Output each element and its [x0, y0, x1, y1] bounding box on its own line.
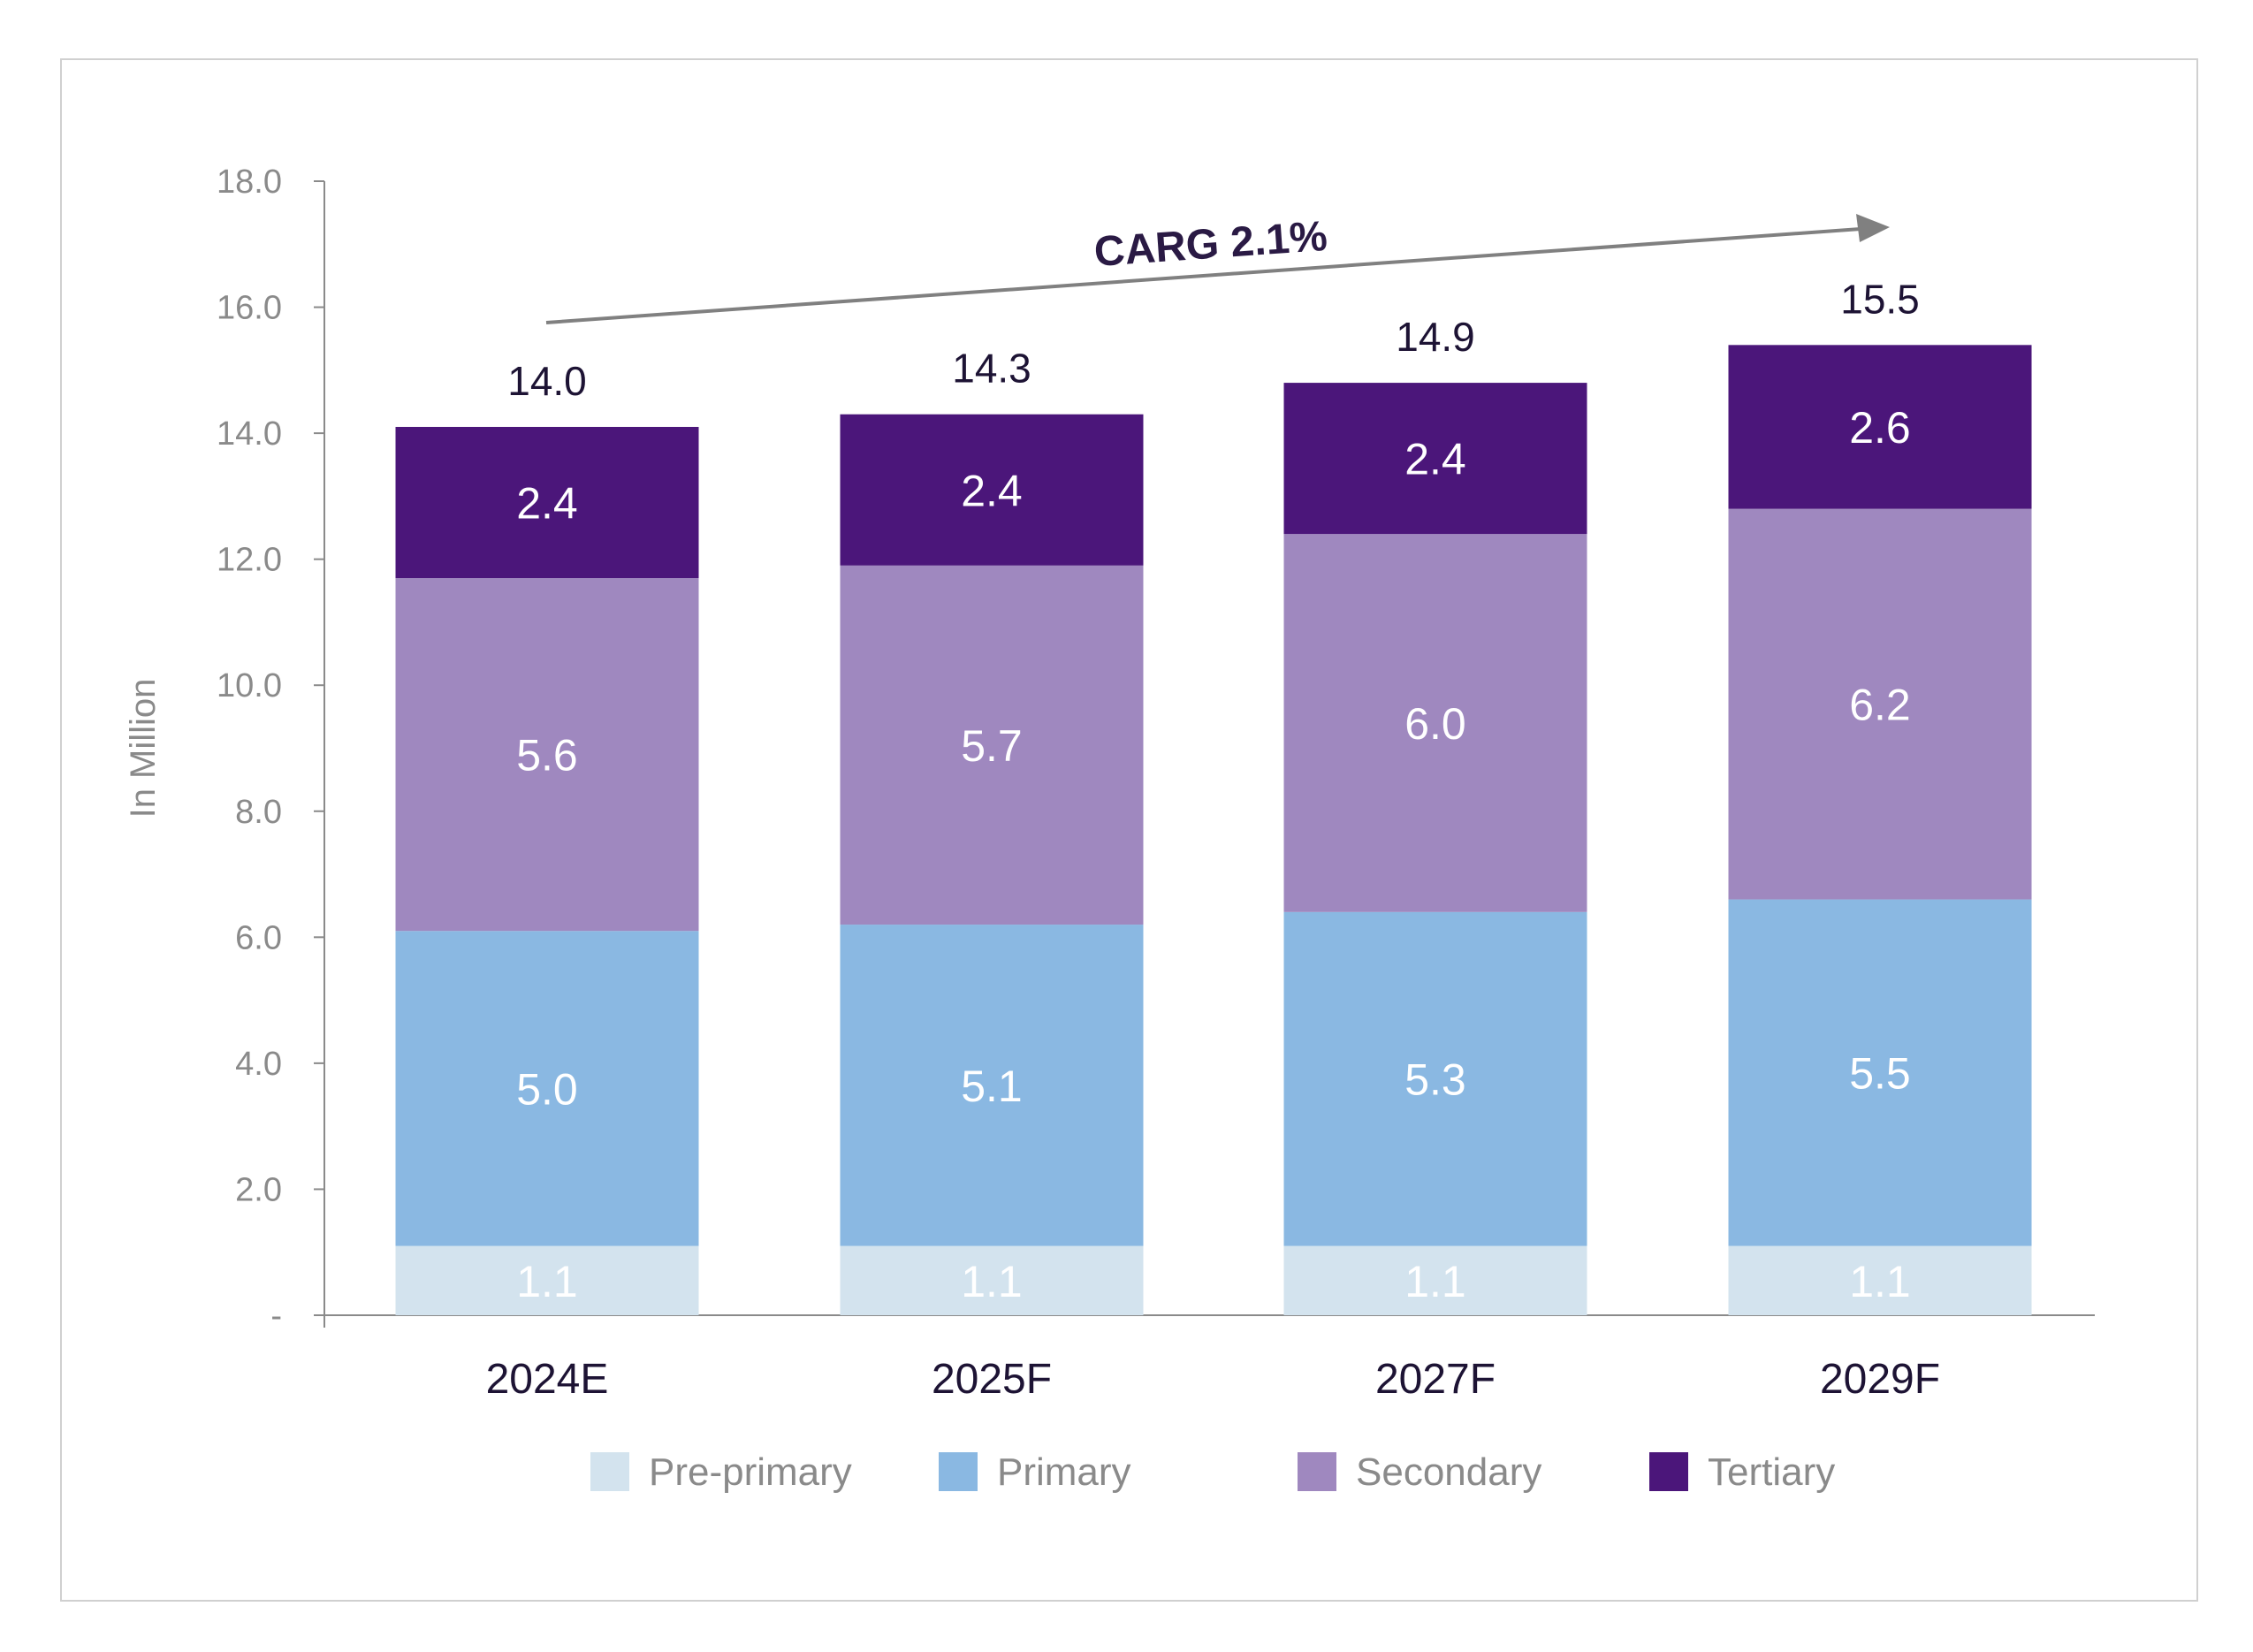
y-tick-label: 4.0 — [235, 1046, 282, 1083]
data-label: 5.7 — [961, 721, 1023, 771]
bar-segment-secondary — [1283, 534, 1587, 912]
data-label: 2.6 — [1849, 403, 1911, 453]
y-tick-label: 6.0 — [235, 919, 282, 956]
data-label: 6.0 — [1404, 699, 1466, 749]
bar-segment-primary — [1728, 899, 2032, 1246]
legend-swatch — [939, 1452, 978, 1491]
data-label: 5.1 — [961, 1062, 1023, 1111]
total-label: 14.9 — [1396, 314, 1475, 360]
y-tick-label: 14.0 — [217, 415, 282, 453]
data-label: 2.4 — [1404, 435, 1466, 484]
data-label: 2.4 — [516, 479, 578, 529]
legend-swatch — [590, 1452, 629, 1491]
trend-arrow-line — [545, 227, 1861, 324]
bar-segment-secondary — [1728, 508, 2032, 900]
y-tick-label: 16.0 — [217, 290, 282, 327]
x-tick-label: 2029F — [1820, 1356, 1940, 1403]
data-label: 5.0 — [516, 1064, 578, 1114]
trend-arrowhead — [1856, 214, 1890, 242]
bar-segment-tertiary — [395, 426, 699, 579]
bar-segment-tertiary — [840, 414, 1144, 566]
data-label: 5.5 — [1849, 1049, 1911, 1099]
data-label: 2.4 — [961, 466, 1023, 515]
bar-segment-tertiary — [1728, 345, 2032, 509]
x-tick-label: 2027F — [1375, 1356, 1496, 1403]
data-label: 5.3 — [1404, 1055, 1466, 1105]
legend-label: Pre-primary — [649, 1450, 852, 1494]
chart-frame — [60, 58, 2198, 1602]
data-label: 1.1 — [1849, 1257, 1911, 1306]
data-label: 1.1 — [1404, 1257, 1466, 1306]
data-label: 1.1 — [961, 1257, 1023, 1306]
x-tick-label: 2025F — [932, 1356, 1052, 1403]
data-label: 5.6 — [516, 731, 578, 780]
total-label: 14.3 — [952, 346, 1031, 392]
y-tick-label: 10.0 — [217, 667, 282, 704]
legend-label: Primary — [997, 1450, 1131, 1494]
y-tick-label: 18.0 — [217, 164, 282, 201]
bar-segment-primary — [840, 925, 1144, 1246]
bar-segment-pre-primary — [1728, 1245, 2032, 1315]
bar-segment-primary — [395, 931, 699, 1246]
bar-segment-secondary — [395, 578, 699, 932]
bar-segment-tertiary — [1283, 383, 1587, 535]
y-tick-label: 8.0 — [235, 794, 282, 831]
data-label: 6.2 — [1849, 681, 1911, 730]
y-tick-label: 12.0 — [217, 542, 282, 579]
legend-label: Tertiary — [1708, 1450, 1835, 1494]
total-label: 15.5 — [1840, 276, 1920, 322]
bar-segment-pre-primary — [1283, 1245, 1587, 1315]
data-label: 1.1 — [516, 1257, 578, 1306]
legend-swatch — [1649, 1452, 1688, 1491]
bar-segment-pre-primary — [840, 1245, 1144, 1315]
legend-label: Secondary — [1356, 1450, 1541, 1494]
y-tick-label: 2.0 — [235, 1171, 282, 1208]
bar-segment-primary — [1283, 911, 1587, 1246]
x-tick-label: 2024E — [486, 1356, 609, 1403]
y-tick-label: - — [270, 1298, 282, 1335]
bar-segment-secondary — [840, 565, 1144, 925]
y-axis-title: In Million — [124, 679, 163, 818]
total-label: 14.0 — [507, 358, 587, 404]
legend-swatch — [1298, 1452, 1336, 1491]
bar-segment-pre-primary — [395, 1245, 699, 1315]
cagr-annotation: CARG 2.1% — [1092, 213, 1328, 276]
